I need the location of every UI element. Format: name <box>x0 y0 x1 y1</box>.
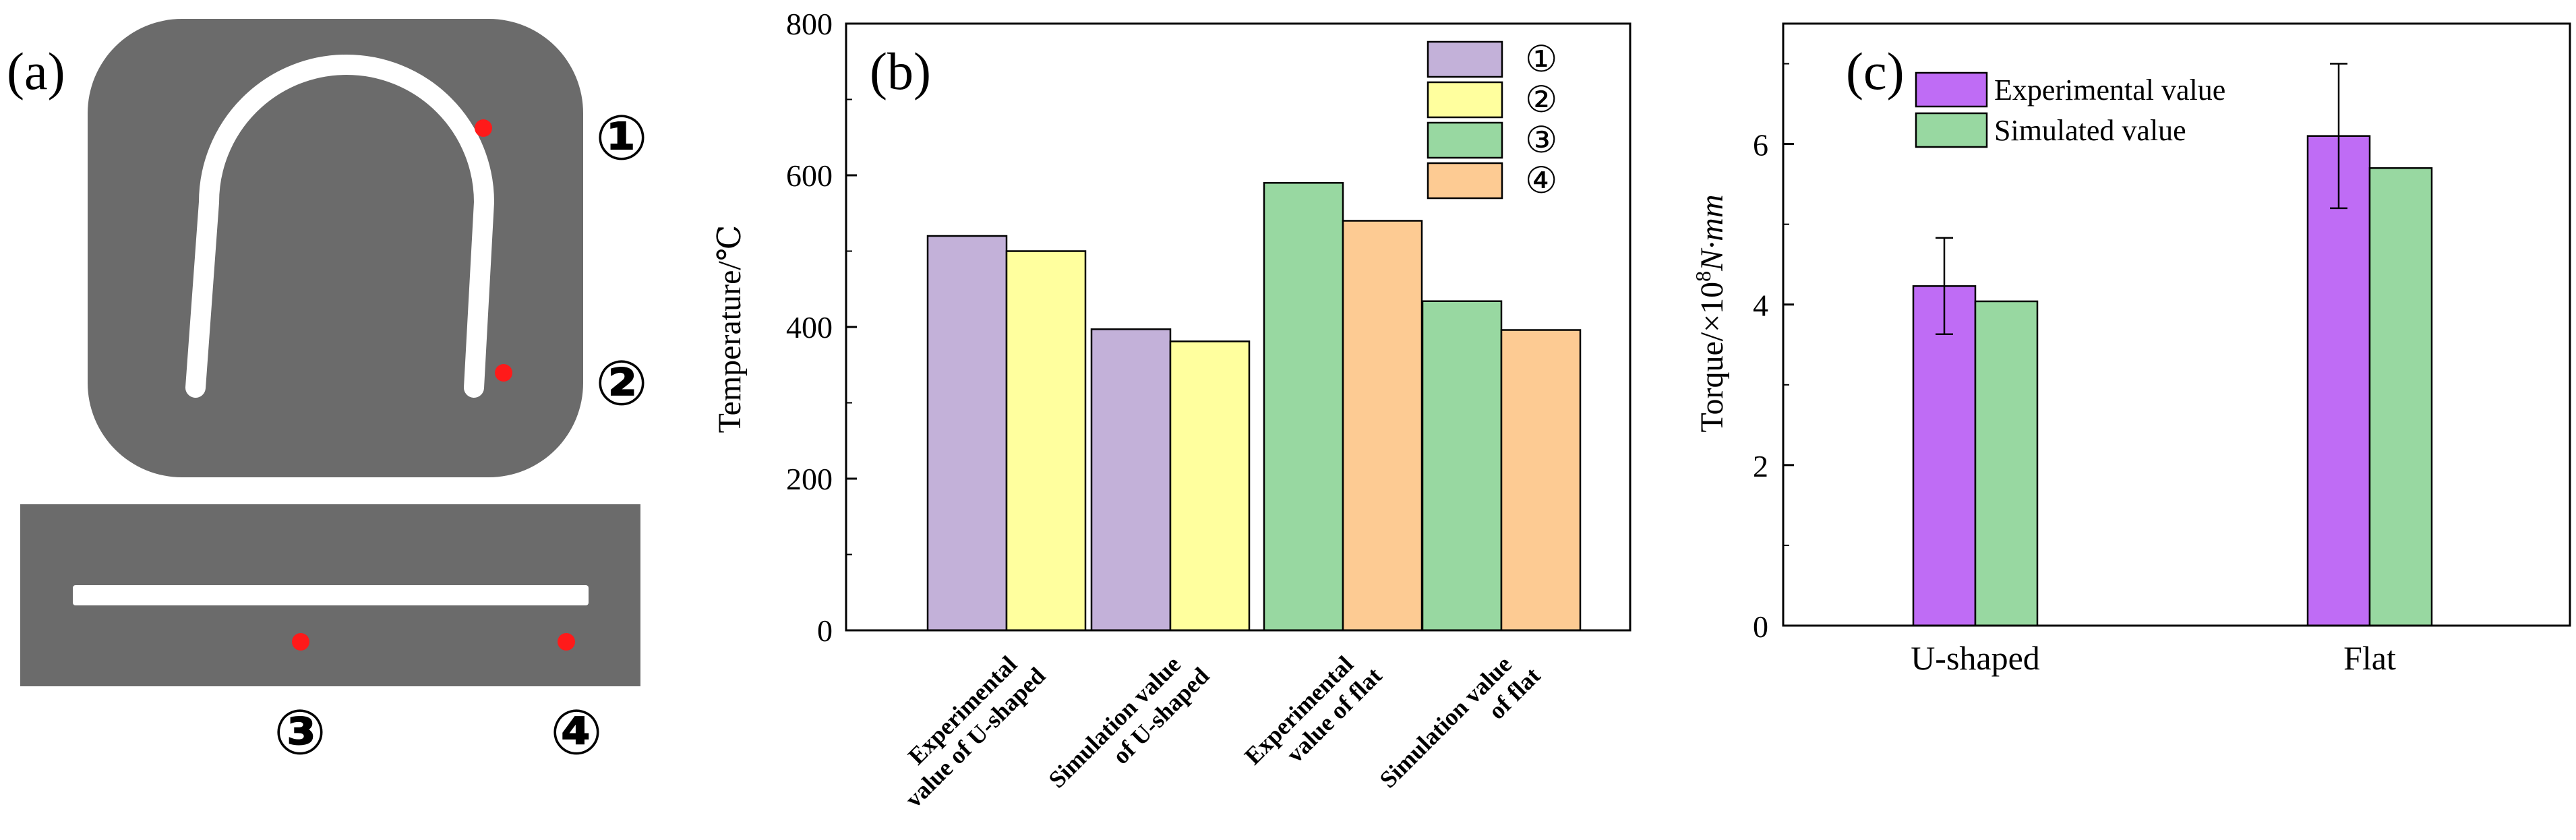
b-bar-group3-point2 <box>1342 220 1423 632</box>
b-bar-group1-point2 <box>1005 250 1087 632</box>
point-4-label: ④ <box>550 696 603 769</box>
c-bar-simulated-1 <box>1974 300 2039 627</box>
b-x-category-label-line: Simulation value <box>1374 651 1516 793</box>
u-shaped-groove <box>185 55 495 398</box>
c-legend: Experimental value Simulated value <box>1915 71 2225 148</box>
b-x-category-label: Simulation valueof U-shaped <box>1043 642 1214 813</box>
b-bar-group2-point1 <box>1090 328 1172 632</box>
point-2-label: ② <box>595 347 648 419</box>
b-y-tick-label: 200 <box>786 462 833 496</box>
flat-groove <box>73 585 589 605</box>
b-legend-swatch <box>1427 40 1503 78</box>
b-legend-label: ④ <box>1525 159 1557 202</box>
u-shaped-plate <box>88 19 583 477</box>
b-x-category-label: Experimentalvalue of flat <box>1239 642 1387 789</box>
b-bar-group3-point1 <box>1263 182 1344 632</box>
panel-a-label: (a) <box>7 42 65 100</box>
b-x-category-label: Experimentalvalue of U-shaped <box>880 642 1050 812</box>
b-legend-label: ① <box>1525 38 1557 80</box>
c-legend-swatch <box>1915 71 1988 108</box>
b-legend-swatch <box>1427 121 1503 159</box>
c-x-category-label: U-shaped <box>1911 639 2040 677</box>
b-x-category-label: Simulation valueof flat <box>1374 642 1545 813</box>
c-legend-label: Simulated value <box>1994 114 2186 147</box>
b-bar-group1-point1 <box>926 235 1008 632</box>
point-4-marker <box>558 633 575 651</box>
b-plot-area: 0 200 400 600 800 Experimentalvalue of U-shap… <box>786 7 1631 813</box>
c-legend-label: Experimental value <box>1994 73 2225 107</box>
c-y-tick-label: 6 <box>1753 128 1768 162</box>
c-y-axis-unit: N·mm <box>1694 194 1730 271</box>
c-x-category-label: Flat <box>2343 639 2396 677</box>
c-bar-experimental-1 <box>1912 285 1977 627</box>
c-axes-frame <box>1782 22 2571 627</box>
b-axes-frame <box>845 22 1631 632</box>
c-legend-swatch <box>1915 112 1988 148</box>
c-y-tick-label: 4 <box>1753 289 1768 323</box>
c-y-axis-label: Torque/×108N·mm <box>1691 194 1730 432</box>
b-y-tick-label: 800 <box>786 7 833 41</box>
c-bar-simulated-2 <box>2368 167 2433 627</box>
point-1-label: ① <box>595 102 648 174</box>
point-3-label: ③ <box>274 696 326 769</box>
c-plot-area: 0 2 4 6 U-shaped Flat Experimental value Simula… <box>1753 22 2571 677</box>
c-y-tick-label: 0 <box>1753 609 1768 644</box>
panel-b-label: (b) <box>870 42 931 100</box>
b-legend-label: ③ <box>1525 119 1557 161</box>
point-3-marker <box>292 633 309 651</box>
b-bar-group2-point2 <box>1169 340 1251 632</box>
b-y-tick-label: 0 <box>817 613 833 648</box>
panel-c: (c) Torque/×108N·mm 0 2 4 6 U-shaped Flat Expe… <box>1691 22 2571 677</box>
b-bar-group4-point1 <box>1421 300 1503 632</box>
b-legend-swatch <box>1427 81 1503 119</box>
b-legend-label: ② <box>1525 78 1557 121</box>
panel-c-label: (c) <box>1846 42 1905 100</box>
b-legend-swatch <box>1427 162 1503 200</box>
c-y-axis-prefix: Torque/×10 <box>1694 282 1730 433</box>
c-y-tick-label: 2 <box>1753 449 1768 483</box>
c-bar-experimental-2 <box>2306 135 2371 627</box>
panel-b: (b) Temperature/℃ 0 200 400 600 800 Experimen… <box>712 7 1631 813</box>
c-y-axis-exponent: 8 <box>1691 271 1715 282</box>
point-1-marker <box>475 119 492 137</box>
panel-a: (a) ① ② ③ ④ <box>7 19 648 769</box>
b-y-axis-label: Temperature/℃ <box>712 225 748 433</box>
b-y-tick-label: 400 <box>786 310 833 344</box>
b-bar-group4-point2 <box>1500 329 1582 632</box>
point-2-marker <box>495 364 512 382</box>
b-y-tick-label: 600 <box>786 158 833 193</box>
